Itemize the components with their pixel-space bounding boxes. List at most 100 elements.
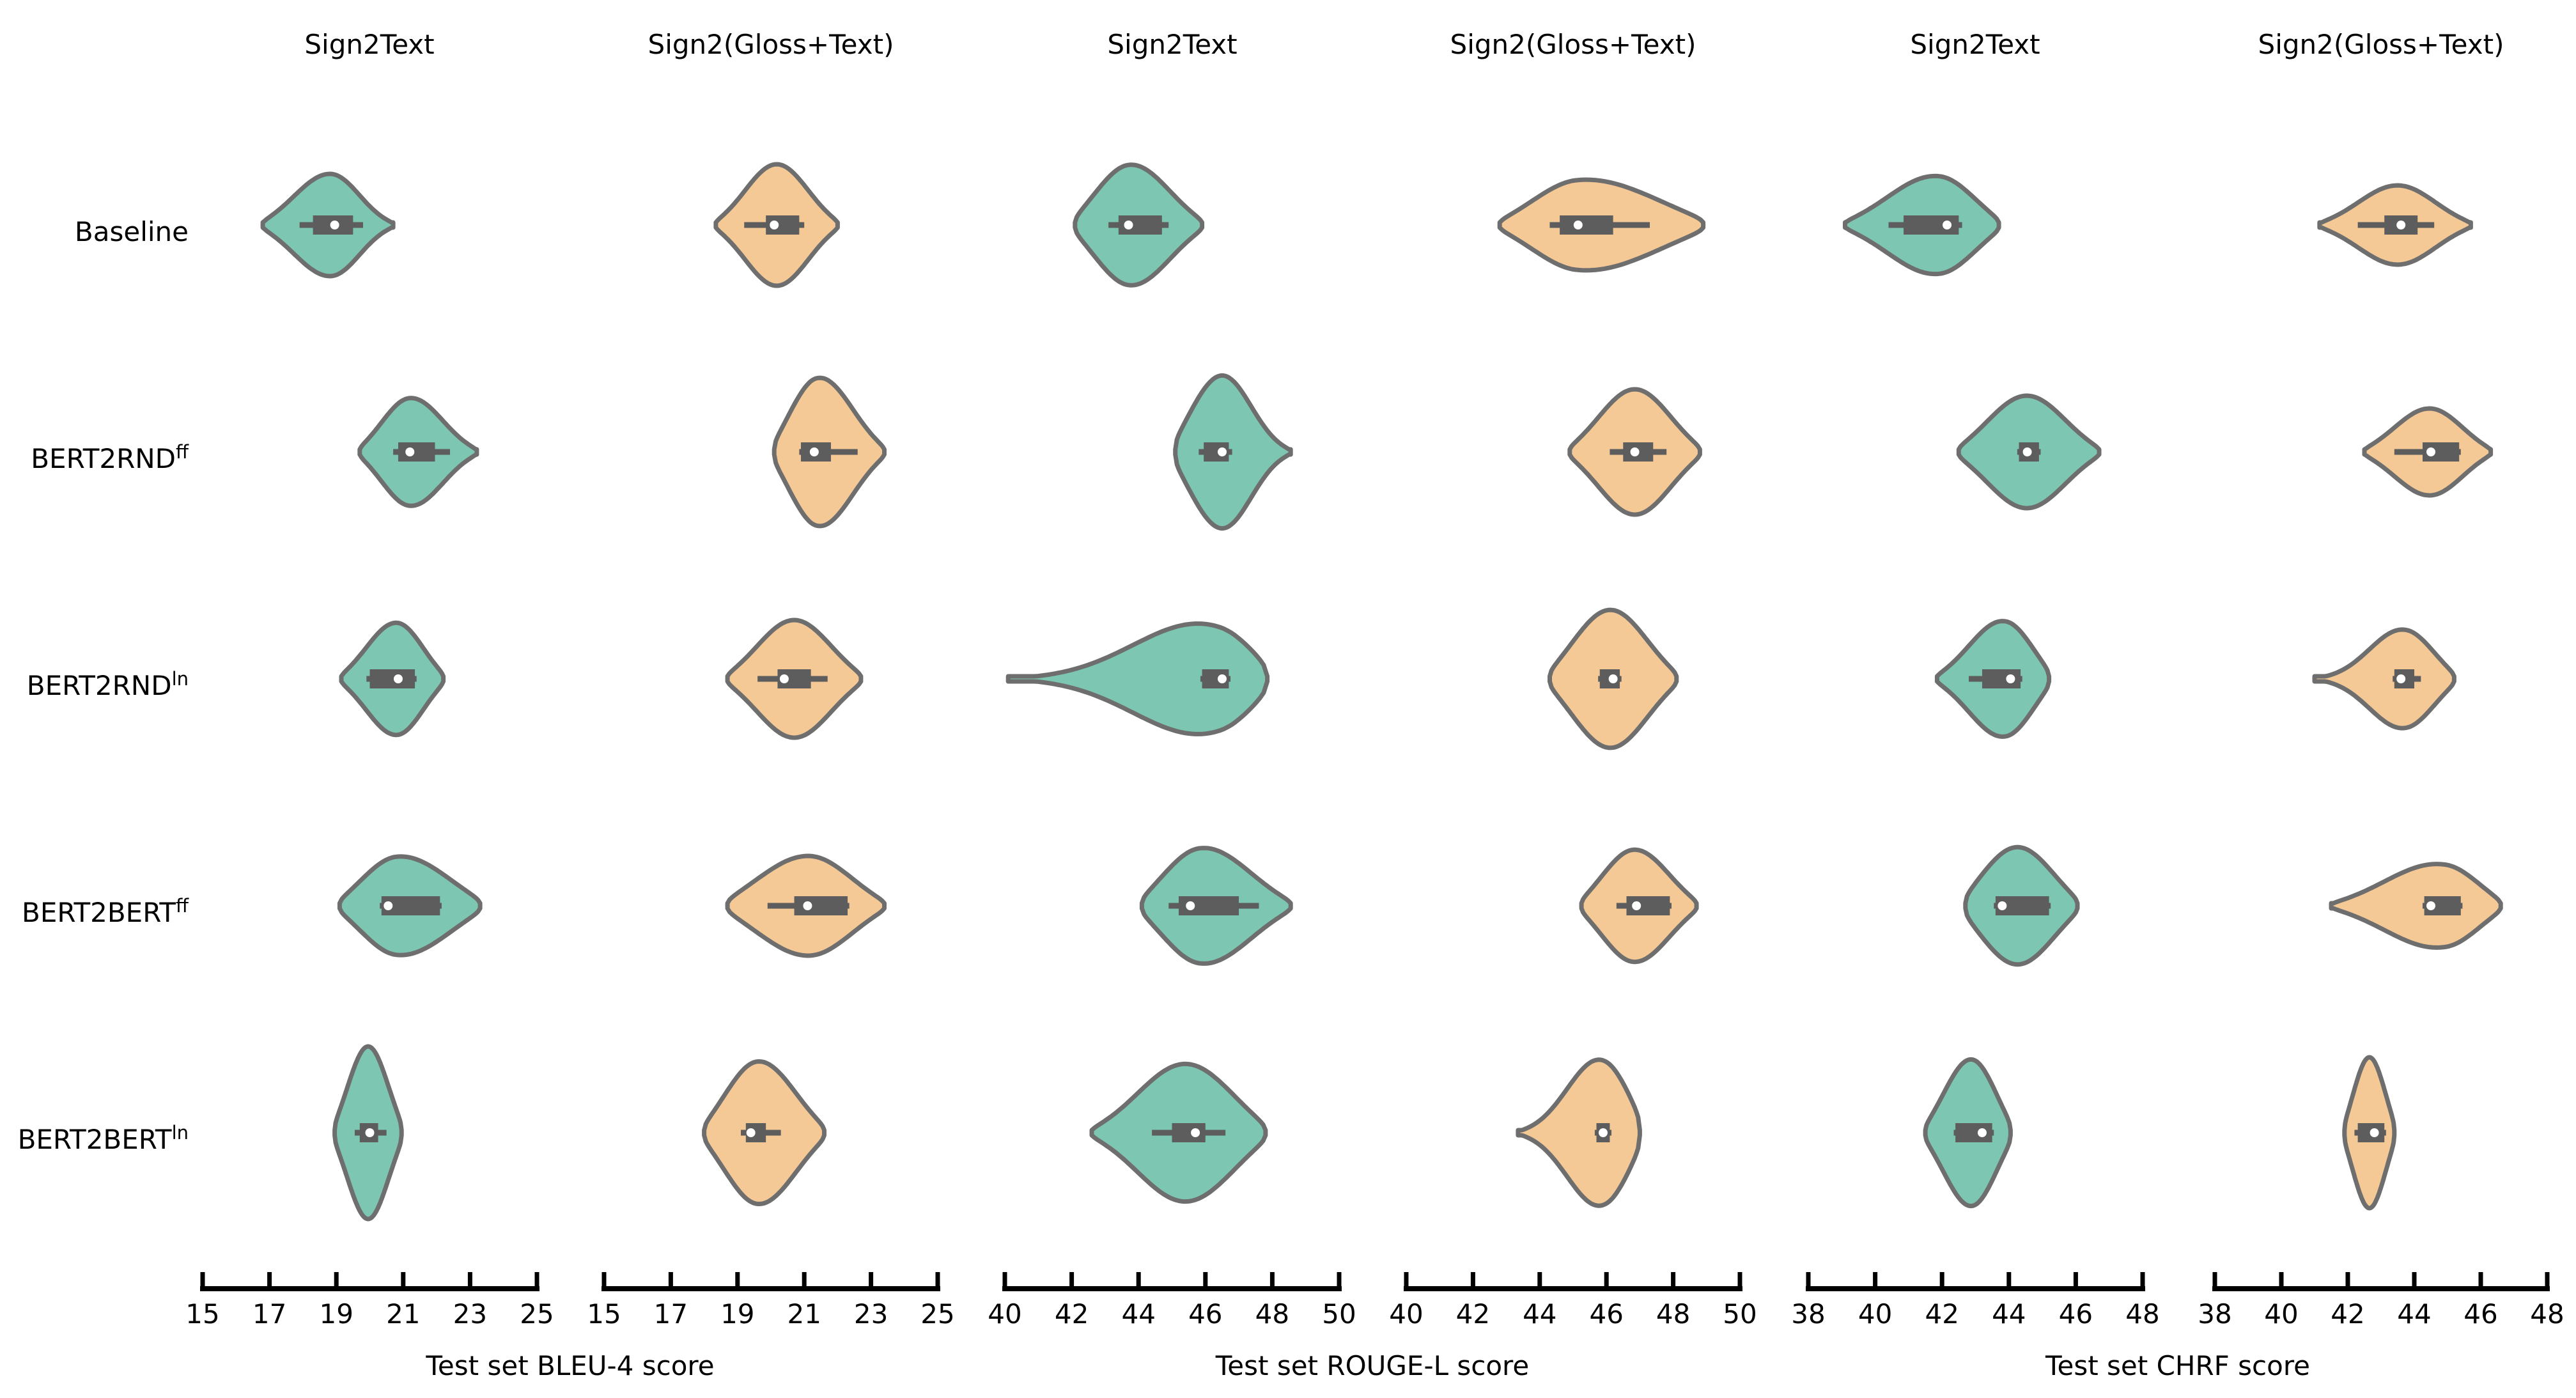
x-tick-label: 38 [2198,1298,2231,1330]
median-dot [2396,674,2406,683]
row-label-sup: ln [171,668,189,690]
column-title-6: Sign2(Gloss+Text) [2258,29,2504,60]
median-dot [1998,901,2007,910]
iqr-box [369,669,415,688]
x-tick-label: 50 [1723,1298,1757,1330]
violin-shape [1005,621,1270,736]
column-title-3: Sign2Text [1107,29,1238,60]
x-tick-label: 44 [2397,1298,2431,1330]
x-tick-label: 42 [1925,1298,1959,1330]
row-label-baseline: Baseline [0,209,189,248]
x-tick-label: 17 [654,1298,688,1330]
median-dot [803,901,812,910]
x-tick-label: 21 [787,1298,821,1330]
median-dot [809,447,819,456]
x-tick-label: 48 [2530,1298,2564,1330]
row-label-text: BERT2RND [26,670,172,701]
median-dot [384,901,393,910]
violin-shape [1516,1057,1642,1208]
median-dot [779,674,789,683]
median-dot [1573,221,1583,229]
column-title-5: Sign2Text [1910,29,2040,60]
x-tick-label: 50 [1322,1298,1356,1330]
column-title-1: Sign2Text [304,29,435,60]
median-dot [1632,901,1641,910]
x-tick-label: 19 [720,1298,754,1330]
x-tick-label: 25 [520,1298,554,1330]
median-dot [1977,1128,1987,1137]
x-tick-label: 40 [1389,1298,1423,1330]
x-tick-label: 44 [1523,1298,1556,1330]
x-tick-label: 38 [1791,1298,1825,1330]
violin-shape [2312,627,2456,731]
row-label-text: BERT2RND [31,443,176,474]
x-axis-label-rouge: Test set ROUGE-L score [1215,1350,1530,1381]
median-dot [2426,447,2435,456]
row-label-sup: ln [171,1122,189,1144]
x-tick-label: 46 [2059,1298,2093,1330]
x-tick-label: 17 [252,1298,286,1330]
median-dot [2396,221,2406,229]
x-tick-label: 46 [2463,1298,2497,1330]
x-tick-label: 42 [2331,1298,2364,1330]
median-dot [2022,447,2032,456]
median-dot [1191,1128,1200,1137]
median-dot [1943,221,1952,229]
iqr-box [398,442,435,462]
row-label-bert2rnd-ff: BERT2RNDff [0,436,189,475]
x-tick-label: 15 [185,1298,219,1330]
row-label-text: BERT2BERT [22,897,176,928]
median-dot [2370,1128,2379,1137]
row-label-bert2bert-ln: BERT2BERTln [0,1117,189,1156]
median-dot [1217,674,1227,683]
row-label-bert2rnd-ln: BERT2RNDln [0,663,189,702]
median-dot [330,221,339,229]
column-title-2: Sign2(Gloss+Text) [648,29,894,60]
row-label-bert2bert-ff: BERT2BERTff [0,890,189,929]
median-dot [1630,447,1640,456]
x-axis-label-chrf: Test set CHRF score [2045,1350,2311,1381]
median-dot [393,674,403,683]
median-dot [1217,447,1227,456]
x-tick-label: 25 [920,1298,954,1330]
x-tick-label: 15 [587,1298,621,1330]
row-label-text: Baseline [74,216,189,247]
row-label-text: BERT2BERT [17,1124,172,1155]
x-tick-label: 21 [386,1298,420,1330]
median-dot [365,1128,375,1137]
x-axis-label-bleu: Test set BLEU-4 score [426,1350,715,1381]
row-label-sup: ff [176,441,189,463]
x-tick-label: 44 [1992,1298,2026,1330]
column-title-4: Sign2(Gloss+Text) [1450,29,1696,60]
median-dot [746,1128,756,1137]
x-tick-label: 40 [988,1298,1021,1330]
x-tick-label: 40 [2264,1298,2298,1330]
median-dot [1186,901,1195,910]
median-dot [770,221,779,229]
x-tick-label: 23 [854,1298,888,1330]
iqr-box [794,896,848,915]
x-tick-label: 46 [1589,1298,1623,1330]
median-dot [1124,221,1133,229]
row-label-sup: ff [176,895,189,917]
x-tick-label: 42 [1456,1298,1490,1330]
median-dot [2006,674,2015,683]
median-dot [405,447,415,456]
x-tick-label: 48 [2125,1298,2159,1330]
x-tick-label: 44 [1121,1298,1155,1330]
x-tick-label: 46 [1188,1298,1222,1330]
median-dot [1598,1128,1608,1137]
x-tick-label: 48 [1255,1298,1289,1330]
median-dot [2426,901,2435,910]
iqr-box [1560,215,1613,235]
violin-shape [1173,373,1293,531]
violin-shape [2329,862,2503,950]
x-tick-label: 19 [319,1298,353,1330]
x-tick-label: 23 [453,1298,487,1330]
iqr-box [1955,1123,1992,1142]
median-dot [1608,674,1618,683]
x-tick-label: 48 [1656,1298,1690,1330]
x-tick-label: 42 [1055,1298,1089,1330]
